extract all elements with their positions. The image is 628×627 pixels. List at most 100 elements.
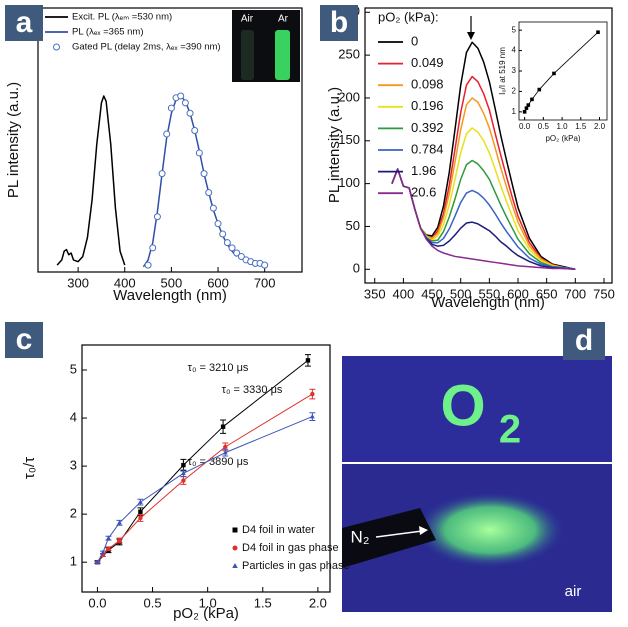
y-tick-label: 0 [353, 261, 360, 276]
point [310, 391, 315, 397]
x-tick-label: 1.5 [254, 595, 272, 610]
point [522, 110, 527, 114]
point [261, 261, 269, 269]
point [137, 499, 143, 504]
point [219, 230, 227, 238]
point [117, 520, 122, 525]
point [180, 470, 186, 476]
x-tick-label: 1.5 [575, 122, 587, 131]
vial-glow [275, 30, 290, 80]
point [222, 450, 228, 455]
point [95, 559, 100, 564]
y-tick-label: 5 [512, 25, 517, 34]
legend-marker [232, 563, 238, 568]
fit-line [96, 416, 313, 563]
point [191, 127, 199, 135]
point [596, 30, 600, 35]
point [138, 515, 143, 521]
legend-label: 0 [411, 33, 418, 48]
point [117, 538, 122, 543]
point [209, 204, 217, 212]
gas-label: N₂ [351, 527, 370, 546]
x-tick-label: 1.0 [199, 595, 217, 610]
x-tick-label: 350 [364, 286, 386, 301]
panel-label-box [320, 5, 358, 41]
annotation: τ₀ = 3890 μs [188, 456, 249, 468]
glow-spot [415, 492, 565, 568]
legend-label: Excit. PL (λₑₘ =530 nm) [72, 12, 172, 23]
panel-label: c [16, 323, 33, 356]
photo-top [342, 356, 612, 462]
y-tick-label: 4 [512, 46, 517, 55]
x-tick-label: 1.0 [557, 122, 569, 131]
y-tick-label: 100 [338, 175, 360, 190]
fit-line [97, 393, 313, 563]
x-tick-label: 400 [393, 286, 415, 301]
panel-label-box [563, 322, 605, 360]
point [228, 244, 236, 252]
y-tick-label: 1 [512, 107, 517, 116]
point [181, 462, 186, 468]
legend-marker [232, 545, 238, 551]
point [167, 104, 175, 112]
point [233, 249, 241, 257]
legend-label: 0.196 [411, 98, 444, 113]
x-axis-label: pO₂ (kPa) [173, 605, 239, 622]
x-axis-label: pO₂ (kPa) [545, 134, 580, 143]
y-tick-label: 5 [70, 361, 77, 376]
point [181, 478, 186, 483]
point [177, 92, 185, 100]
y-tick-label: 3 [70, 458, 77, 473]
point [106, 546, 111, 551]
panel-label: d [575, 324, 593, 357]
point [537, 87, 542, 92]
air-label: air [565, 583, 582, 600]
plot-frame [37, 7, 303, 273]
legend-label: 20.6 [411, 185, 436, 200]
y-axis-label: I₀/I at 519 nm [498, 47, 507, 95]
y-tick-label: 150 [338, 132, 360, 147]
panel-label-box [5, 322, 43, 358]
x-tick-label: 650 [536, 286, 558, 301]
legend-label: D4 foil in gas phase [242, 542, 339, 554]
x-tick-label: 2.0 [309, 595, 327, 610]
x-tick-label: 500 [161, 275, 183, 290]
legend-label: PL (λₑₓ =365 nm) [72, 27, 144, 38]
legend-marker [232, 527, 238, 533]
point [186, 109, 194, 117]
y-tick-label: 4 [70, 409, 77, 424]
inset-label: Ar [278, 14, 289, 25]
legend-marker [53, 43, 60, 51]
y-axis-label: PL intensity (a.u.) [326, 87, 343, 203]
x-tick-label: 500 [450, 286, 472, 301]
y-axis-label: PL intensity (a.u.) [5, 82, 22, 198]
y-tick-label: 3 [512, 66, 517, 75]
panel-label: b [330, 6, 348, 39]
legend-label: Particles in gas phase [242, 560, 350, 572]
y-tick-label: 2 [512, 87, 517, 96]
arrow-head [419, 526, 428, 535]
panel-label: a [16, 6, 33, 39]
x-tick-label: 550 [479, 286, 501, 301]
point [200, 170, 208, 178]
plot-frame [81, 344, 331, 593]
x-tick-label: 0.5 [538, 122, 550, 131]
point [163, 130, 171, 138]
series-line [391, 168, 576, 271]
x-tick-label: 0.0 [519, 122, 531, 131]
point [205, 189, 213, 197]
point [552, 71, 556, 76]
legend-label: 0.098 [411, 77, 444, 92]
legend-label: 0.392 [411, 120, 444, 135]
sample-subscript: 2 [499, 408, 521, 452]
plot-frame [364, 7, 613, 284]
point [305, 358, 311, 363]
annotation: τ₀ = 3330 μs [222, 384, 283, 396]
point [158, 170, 166, 178]
y-axis-label: τ₀/τ [21, 457, 38, 479]
x-axis-label: Wavelength (nm) [113, 287, 227, 304]
point [195, 149, 203, 157]
point [524, 106, 529, 110]
